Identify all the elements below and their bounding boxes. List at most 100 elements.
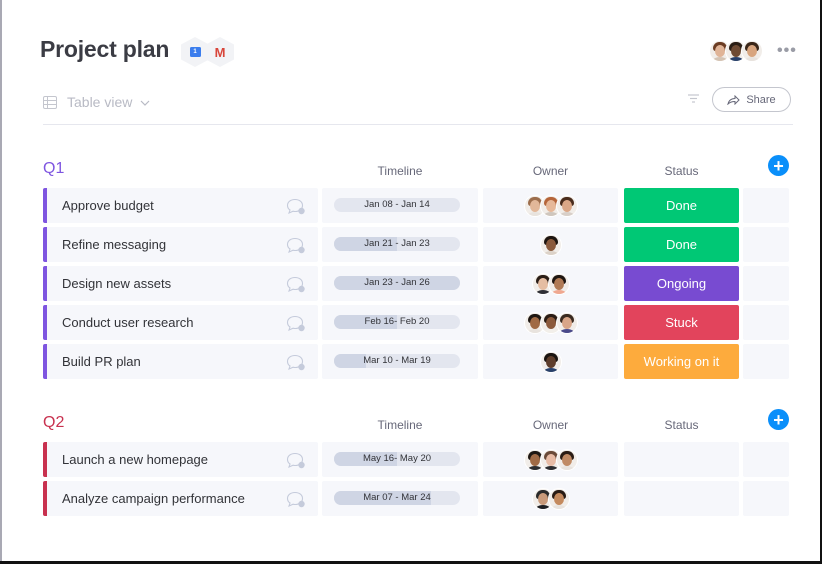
add-column-button[interactable]: +: [768, 155, 789, 176]
owner-avatar[interactable]: [523, 311, 546, 334]
integrations[interactable]: 1 M: [181, 37, 234, 67]
column-header-owner[interactable]: Owner: [532, 164, 569, 178]
conversation-icon[interactable]: [286, 276, 306, 293]
group-color-bar: [43, 188, 47, 223]
owner-avatar[interactable]: [531, 272, 554, 295]
status-cell[interactable]: Stuck: [624, 305, 739, 340]
timeline-cell[interactable]: May 16- May 20: [322, 442, 478, 477]
group-color-bar: [43, 344, 47, 379]
status-cell[interactable]: Done: [624, 227, 739, 262]
owner-avatar[interactable]: [547, 487, 570, 510]
column-header-timeline[interactable]: Timeline: [377, 418, 423, 432]
owner-avatar[interactable]: [539, 350, 562, 373]
gmail-integration[interactable]: M: [206, 37, 234, 67]
item-name-cell[interactable]: Build PR plan: [43, 344, 318, 379]
column-header-status[interactable]: Status: [664, 418, 699, 432]
timeline-cell[interactable]: Mar 10 - Mar 19: [322, 344, 478, 379]
owner-cell[interactable]: [483, 305, 618, 340]
more-options-icon[interactable]: •••: [777, 42, 797, 59]
status-label: Stuck: [665, 315, 698, 330]
item-name-cell[interactable]: Launch a new homepage: [43, 442, 318, 477]
owner-avatar[interactable]: [531, 487, 554, 510]
extra-cell: [743, 227, 789, 262]
table-row[interactable]: Conduct user research Feb 16- Feb 20: [43, 305, 789, 340]
filter-icon[interactable]: [688, 94, 699, 103]
item-name[interactable]: Refine messaging: [62, 237, 167, 252]
timeline-cell[interactable]: Mar 07 - Mar 24: [322, 481, 478, 516]
item-name-cell[interactable]: Conduct user research: [43, 305, 318, 340]
conversation-icon[interactable]: [286, 452, 306, 469]
column-header-timeline[interactable]: Timeline: [377, 164, 423, 178]
table-row[interactable]: Refine messaging Jan 21 - Jan 23 Done: [43, 227, 789, 262]
conversation-icon[interactable]: [286, 315, 306, 332]
timeline-cell[interactable]: Feb 16- Feb 20: [322, 305, 478, 340]
group-color-bar: [43, 305, 47, 340]
group-title[interactable]: Q1: [43, 160, 65, 177]
item-name[interactable]: Approve budget: [62, 198, 154, 213]
extra-cell: [743, 442, 789, 477]
table-row[interactable]: Approve budget Jan 08 - Jan 14: [43, 188, 789, 223]
timeline-bar[interactable]: Feb 16- Feb 20: [334, 315, 460, 329]
timeline-cell[interactable]: Jan 23 - Jan 26: [322, 266, 478, 301]
owner-avatar[interactable]: [539, 233, 562, 256]
item-name[interactable]: Launch a new homepage: [62, 452, 209, 467]
group-title[interactable]: Q2: [43, 414, 65, 431]
timeline-bar[interactable]: May 16- May 20: [334, 452, 460, 466]
status-label: Working on it: [643, 354, 720, 369]
conversation-icon[interactable]: [286, 237, 306, 254]
group-color-bar: [43, 442, 47, 477]
owner-avatar[interactable]: [547, 272, 570, 295]
owner-avatar[interactable]: [539, 448, 562, 471]
status-cell[interactable]: Ongoing: [624, 266, 739, 301]
item-name[interactable]: Build PR plan: [62, 354, 141, 369]
item-name[interactable]: Analyze campaign performance: [62, 491, 245, 506]
add-column-button[interactable]: +: [768, 409, 789, 430]
status-cell[interactable]: [624, 442, 739, 477]
timeline-progress: [334, 276, 460, 290]
timeline-cell[interactable]: Jan 08 - Jan 14: [322, 188, 478, 223]
owner-cell[interactable]: [483, 266, 618, 301]
table-row[interactable]: Launch a new homepage May 16- May 20: [43, 442, 789, 477]
timeline-bar[interactable]: Mar 10 - Mar 19: [334, 354, 460, 368]
item-name[interactable]: Conduct user research: [62, 315, 194, 330]
status-cell[interactable]: Done: [624, 188, 739, 223]
window-border-left: [0, 0, 2, 564]
owner-cell[interactable]: [483, 481, 618, 516]
column-header-status[interactable]: Status: [664, 164, 699, 178]
item-name[interactable]: Design new assets: [62, 276, 172, 291]
google-calendar-integration[interactable]: 1: [181, 37, 209, 67]
status-cell[interactable]: Working on it: [624, 344, 739, 379]
item-name-cell[interactable]: Refine messaging: [43, 227, 318, 262]
owner-avatar[interactable]: [555, 194, 578, 217]
item-name-cell[interactable]: Analyze campaign performance: [43, 481, 318, 516]
owner-cell[interactable]: [483, 188, 618, 223]
conversation-icon[interactable]: [286, 354, 306, 371]
share-label: Share: [746, 93, 776, 106]
member-avatar[interactable]: [741, 40, 763, 62]
extra-cell: [743, 481, 789, 516]
conversation-icon[interactable]: [286, 198, 306, 215]
column-header-owner[interactable]: Owner: [532, 418, 569, 432]
owner-cell[interactable]: [483, 442, 618, 477]
owner-avatar[interactable]: [555, 311, 578, 334]
timeline-bar[interactable]: Jan 08 - Jan 14: [334, 198, 460, 212]
timeline-bar[interactable]: Mar 07 - Mar 24: [334, 491, 460, 505]
item-name-cell[interactable]: Approve budget: [43, 188, 318, 223]
view-selector[interactable]: Table view: [43, 94, 160, 110]
timeline-cell[interactable]: Jan 21 - Jan 23: [322, 227, 478, 262]
board-members[interactable]: [709, 40, 763, 62]
status-cell[interactable]: [624, 481, 739, 516]
timeline-range: Mar 10 - Mar 19: [363, 355, 431, 366]
table-row[interactable]: Design new assets Jan 23 - Jan 26 Ongoin…: [43, 266, 789, 301]
table-row[interactable]: Build PR plan Mar 10 - Mar 19 Working on…: [43, 344, 789, 379]
owner-avatar[interactable]: [539, 311, 562, 334]
timeline-bar[interactable]: Jan 21 - Jan 23: [334, 237, 460, 251]
conversation-icon[interactable]: [286, 491, 306, 508]
owner-avatar[interactable]: [555, 448, 578, 471]
share-button[interactable]: Share: [712, 87, 791, 112]
timeline-bar[interactable]: Jan 23 - Jan 26: [334, 276, 460, 290]
owner-cell[interactable]: [483, 227, 618, 262]
table-row[interactable]: Analyze campaign performance Mar 07 - Ma…: [43, 481, 789, 516]
item-name-cell[interactable]: Design new assets: [43, 266, 318, 301]
owner-cell[interactable]: [483, 344, 618, 379]
